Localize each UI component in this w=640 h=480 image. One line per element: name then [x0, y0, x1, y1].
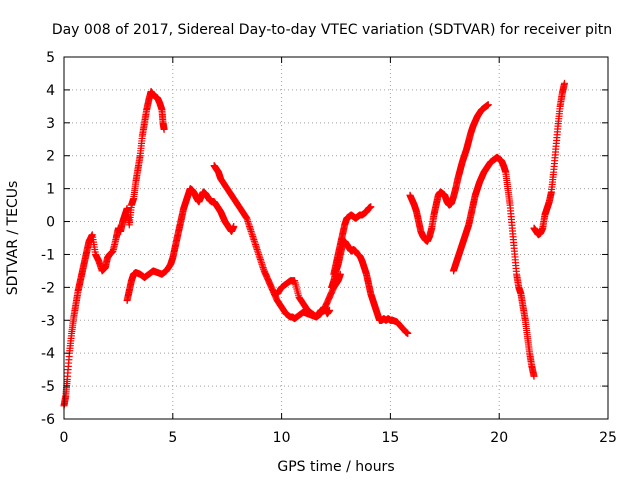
y-tick-label: 2: [46, 149, 55, 165]
x-tick-label: 20: [490, 430, 508, 446]
data-point: [484, 101, 492, 109]
y-tick-label: 3: [46, 116, 55, 132]
data-point: [160, 125, 168, 133]
x-tick-label: 25: [599, 430, 617, 446]
x-tick-label: 5: [168, 430, 177, 446]
x-tick-label: 10: [273, 430, 291, 446]
x-axis-label: GPS time / hours: [277, 459, 394, 475]
x-tick-label: 15: [381, 430, 399, 446]
y-tick-label: 1: [46, 182, 55, 198]
axis-ticks: 0 5 10 15 20 25 -6 -5 -4 -3 -2 -1 0 1 2 3 4 5: [41, 50, 617, 446]
data-point: [325, 306, 333, 314]
y-tick-label: -4: [41, 346, 55, 362]
x-tick-label: 0: [60, 430, 69, 446]
y-tick-label: -2: [41, 280, 55, 296]
chart-title: Day 008 of 2017, Sidereal Day-to-day VTE…: [52, 22, 612, 38]
data-point: [530, 372, 538, 380]
y-tick-label: -1: [41, 247, 55, 263]
data-series: [60, 79, 568, 410]
y-tick-label: -3: [41, 313, 55, 329]
data-point: [560, 79, 568, 87]
y-tick-label: -6: [41, 412, 55, 428]
y-tick-label: 4: [46, 83, 55, 99]
data-point: [404, 329, 412, 337]
y-axis-label: SDTVAR / TECUs: [5, 181, 21, 296]
y-tick-label: 5: [46, 50, 55, 66]
y-tick-label: 0: [46, 215, 55, 231]
data-point: [230, 222, 238, 230]
data-point: [367, 203, 375, 211]
plot-frame: [63, 56, 609, 420]
y-tick-label: -5: [41, 379, 55, 395]
